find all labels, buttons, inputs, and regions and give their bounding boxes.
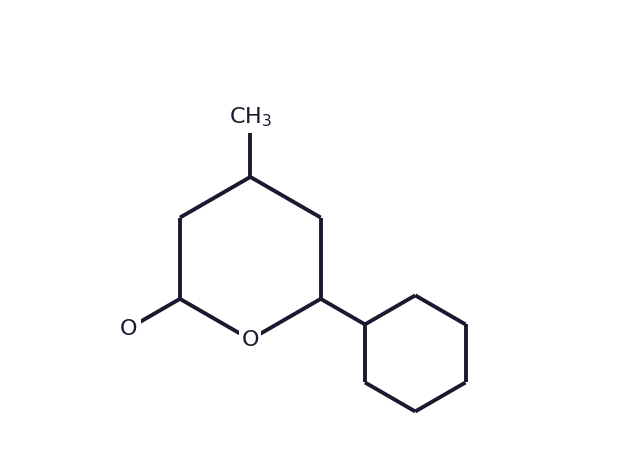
Text: O: O (241, 329, 259, 350)
Text: O: O (120, 319, 137, 338)
Text: CH$_3$: CH$_3$ (229, 105, 272, 129)
